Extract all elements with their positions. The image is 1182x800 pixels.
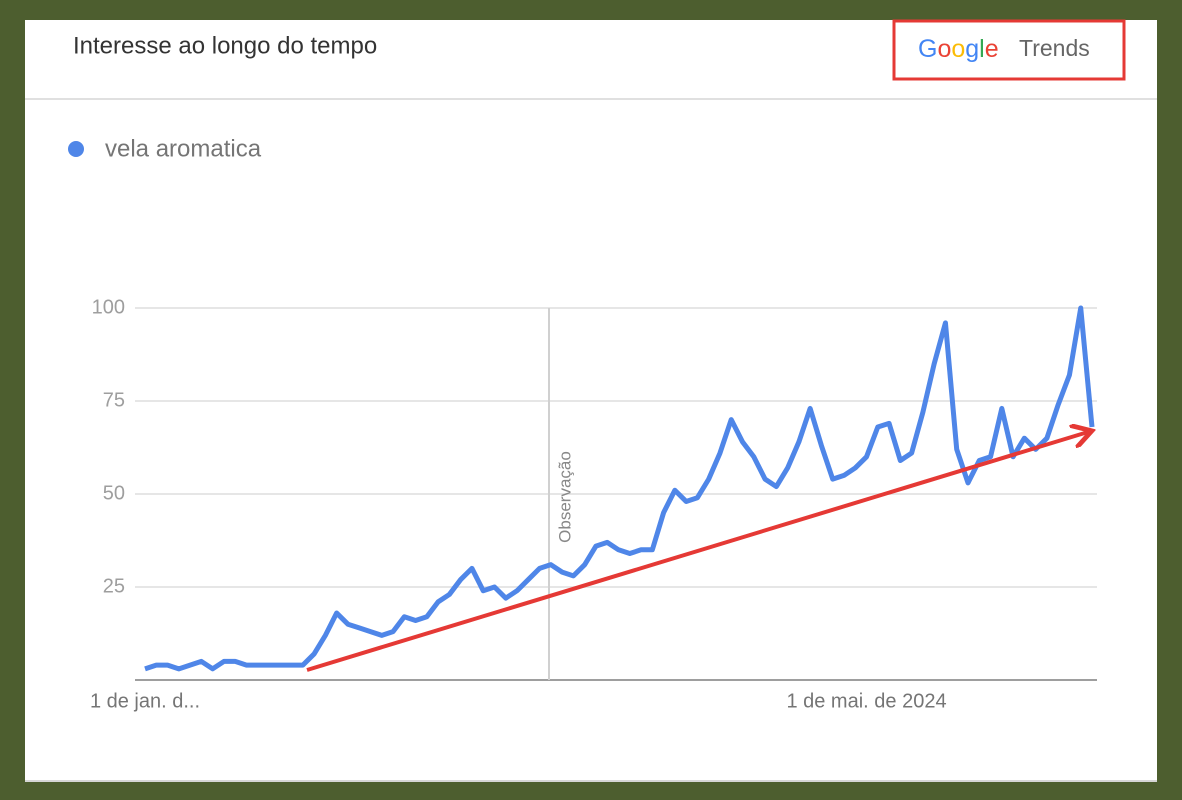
series-line (144, 305, 1095, 672)
series-layer (144, 305, 1095, 672)
legend-marker (68, 141, 84, 157)
highlight-box (892, 19, 1126, 81)
google-logo: Google (918, 35, 999, 63)
annotation-label: Observação (555, 451, 574, 543)
y-tick-label: 100 (92, 296, 125, 318)
x-tick-label: 1 de jan. d... (90, 690, 200, 712)
legend-label: vela aromatica (105, 135, 262, 162)
y-tick-label: 25 (103, 575, 125, 597)
y-tick-label: 50 (103, 482, 125, 504)
trend-arrow (306, 432, 1088, 672)
x-tick-label: 1 de mai. de 2024 (786, 690, 946, 712)
plot: 25 50 75 100 1 de jan. d... 1 de mai. de 2024 (90, 296, 1097, 712)
card-title: Interesse ao longo do tempo (73, 32, 377, 59)
trends-logo: Trends (1019, 35, 1090, 61)
y-tick-label: 75 (103, 389, 125, 411)
